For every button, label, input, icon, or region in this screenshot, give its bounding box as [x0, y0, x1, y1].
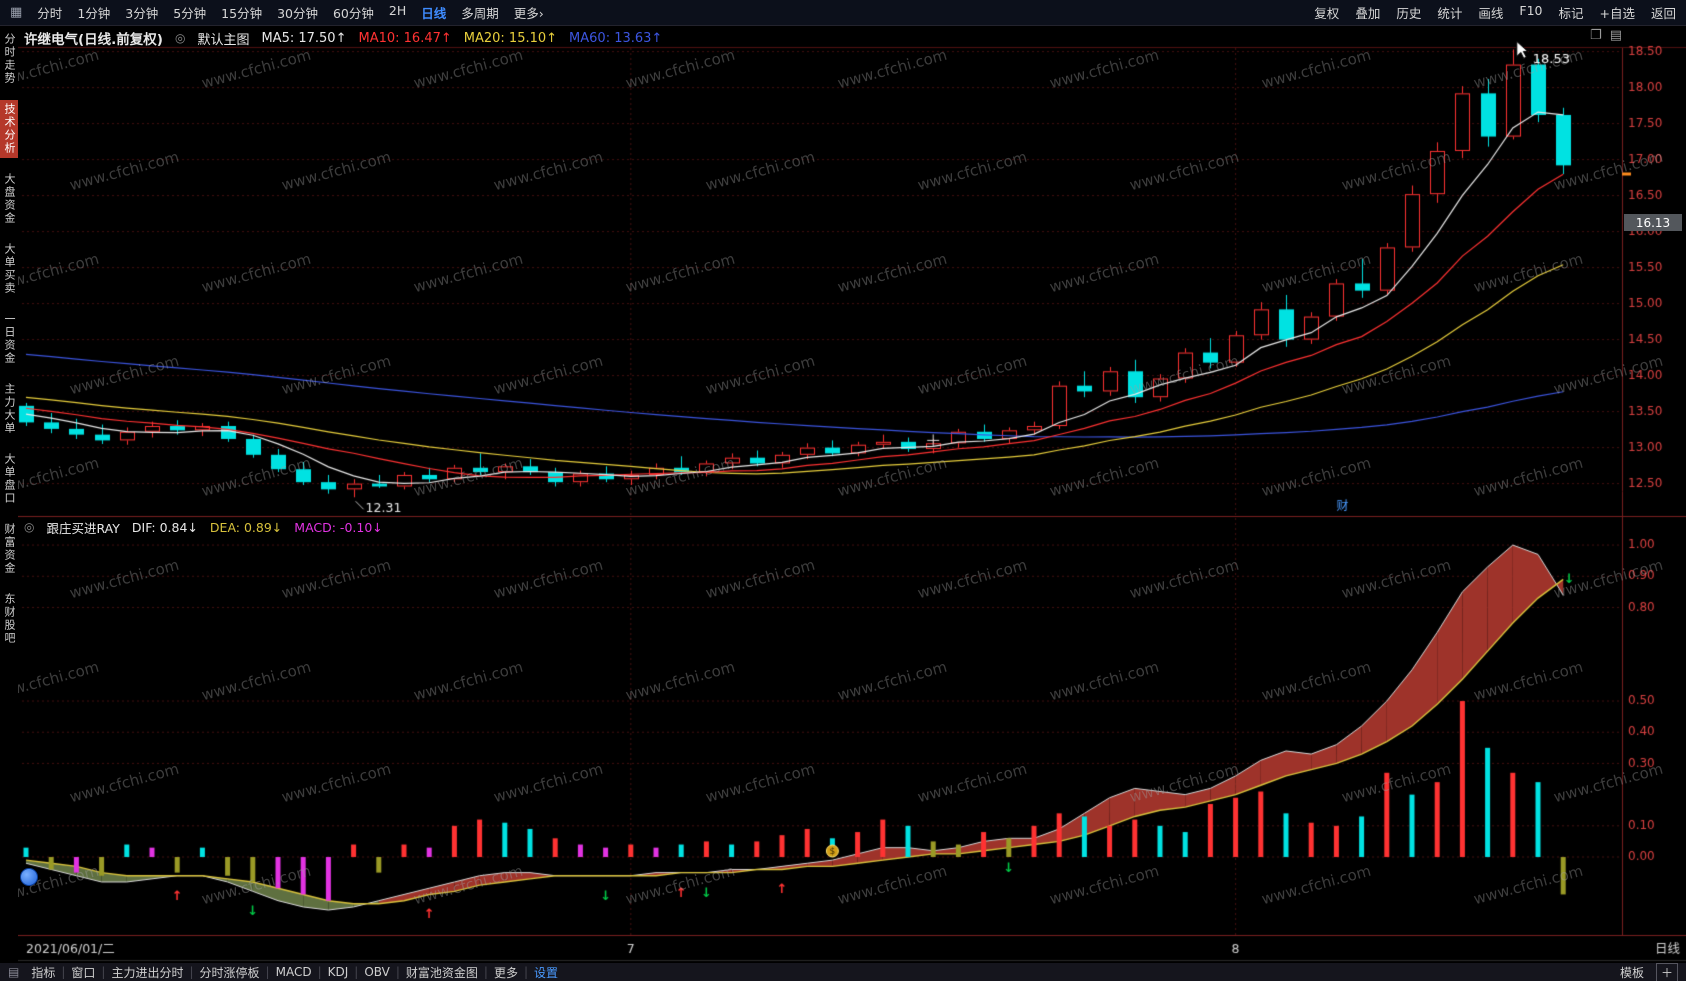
period-tab-分时[interactable]: 分时 — [37, 6, 63, 21]
tool-叠加[interactable]: 叠加 — [1355, 6, 1381, 21]
indicator-value-1: DEA: 0.89↓ — [209, 519, 283, 535]
last-price-badge: 16.13 — [1624, 214, 1682, 231]
bottom-toolbar: ▤ 指标 | 窗口 | 主力进出分时 | 分时涨停板 | MACD | KDJ | OBV | 财富池资金图… — [0, 962, 1686, 981]
separator: | — [523, 965, 529, 979]
bottom-item-分时涨停板[interactable]: 分时涨停板 — [199, 965, 260, 980]
ma-labels: MA5: 17.50↑ MA10: 16.47↑ MA20: 15.10↑ MA60:… — [261, 31, 662, 46]
template-button[interactable]: 模板 — [1619, 965, 1644, 980]
sidebar-item-分时走势[interactable]: 分时走势 — [3, 33, 16, 85]
ma-label-2: MA20: 15.10↑ — [463, 30, 558, 46]
bottom-item-KDJ[interactable]: KDJ — [327, 965, 349, 979]
separator: | — [483, 965, 488, 979]
tool-历史[interactable]: 历史 — [1396, 6, 1422, 21]
sidebar-item-东财股吧[interactable]: 东财股吧 — [3, 593, 16, 645]
tool-返回[interactable]: 返回 — [1650, 6, 1676, 21]
sidebar-item-一日资金[interactable]: 一日资金 — [3, 313, 16, 365]
sub-chart-header: ◎ 跟庄买进RAY DIF: 0.84↓ DEA: 0.89↓ MACD: -0.1… — [24, 518, 383, 536]
ma-label-3: MA60: 13.63↑ — [569, 30, 663, 46]
sidebar-item-大单买卖[interactable]: 大单买卖 — [3, 243, 16, 295]
sidebar-item-财富资金[interactable]: 财富资金 — [3, 523, 16, 575]
indicator-value-2: MACD: -0.10↓ — [294, 519, 383, 535]
chart-region: www.cfchi.com www.cfchi.com www.cfchi.com w… — [18, 26, 1686, 962]
tool-复权[interactable]: 复权 — [1314, 6, 1340, 21]
period-tab-日线[interactable]: 日线 — [421, 6, 447, 21]
bottom-item-指标[interactable]: 指标 — [31, 965, 56, 980]
menu-icon[interactable]: ▦ — [10, 5, 23, 20]
chevron-right-icon: › — [538, 6, 544, 21]
sidebar-item-主力大单[interactable]: 主力大单 — [3, 383, 16, 435]
tool-+自选[interactable]: +自选 — [1599, 6, 1635, 21]
bottom-item-窗口[interactable]: 窗口 — [71, 965, 96, 980]
period-tabs: 分时 1分钟 3分钟 5分钟 15分钟 30分钟 60分钟 2H 日线 多周期 — [37, 3, 498, 22]
chart-header-icons: ❐ ▤ — [1590, 28, 1622, 43]
period-tab-1分钟[interactable]: 1分钟 — [77, 6, 111, 21]
separator: | — [61, 965, 66, 979]
more-periods-button[interactable]: 更多› — [513, 6, 544, 21]
panel-list-icon[interactable]: ▤ — [1609, 28, 1622, 43]
indicator-panel-icon: ▤ — [8, 965, 20, 979]
tool-F10[interactable]: F10 — [1519, 3, 1543, 18]
sidebar-item-技术分析[interactable]: 技术分析 — [0, 100, 18, 158]
bottom-item-设置[interactable]: 设置 — [534, 965, 559, 980]
period-tab-5分钟[interactable]: 5分钟 — [173, 6, 207, 21]
overlay-label[interactable]: 默认主图 — [197, 32, 250, 48]
bottom-item-OBV[interactable]: OBV — [364, 965, 390, 979]
period-tab-3分钟[interactable]: 3分钟 — [125, 6, 159, 21]
separator: | — [101, 965, 106, 979]
period-tab-2H[interactable]: 2H — [388, 3, 407, 18]
chart-canvas[interactable] — [18, 26, 1686, 962]
main-chart-header: 许继电气(日线.前复权) ◎ 默认主图 MA5: 17.50↑ MA10: 16.… — [24, 28, 662, 49]
period-tab-60分钟[interactable]: 60分钟 — [332, 6, 374, 21]
indicator-values: DIF: 0.84↓ DEA: 0.89↓ MACD: -0.10↓ — [132, 520, 383, 535]
overlay-indicator-icon[interactable]: ◎ — [174, 31, 186, 45]
indicator-value-0: DIF: 0.84↓ — [131, 519, 198, 535]
ma-label-1: MA10: 16.47↑ — [358, 30, 452, 46]
symbol-title: 许继电气(日线.前复权) — [24, 32, 163, 48]
separator: | — [395, 965, 400, 979]
bottom-item-MACD[interactable]: MACD — [275, 965, 312, 979]
tool-统计[interactable]: 统计 — [1437, 6, 1463, 21]
assistant-float-icon[interactable] — [20, 868, 38, 886]
period-tab-15分钟[interactable]: 15分钟 — [221, 6, 263, 21]
tool-标记[interactable]: 标记 — [1558, 6, 1584, 21]
sidebar-item-大单盘口[interactable]: 大单盘口 — [3, 453, 16, 505]
bottom-item-更多[interactable]: 更多 — [493, 965, 518, 980]
bottom-item-财富池资金图[interactable]: 财富池资金图 — [405, 965, 478, 980]
add-template-icon[interactable]: ＋ — [1655, 962, 1678, 981]
bottom-item-主力进出分时[interactable]: 主力进出分时 — [111, 965, 184, 980]
sidebar-item-大盘资金[interactable]: 大盘资金 — [3, 173, 16, 225]
separator: | — [189, 965, 194, 979]
period-tab-多周期[interactable]: 多周期 — [461, 6, 499, 21]
ma-label-0: MA5: 17.50↑ — [261, 30, 347, 46]
separator: | — [354, 965, 359, 979]
separator: | — [317, 965, 322, 979]
top-toolbar: ▦ 分时 1分钟 3分钟 5分钟 15分钟 30分钟 60分钟 2H 日线 多周期 更多› 复权叠… — [0, 0, 1686, 26]
period-tab-30分钟[interactable]: 30分钟 — [277, 6, 318, 21]
separator: | — [265, 965, 270, 979]
indicator-settings-icon[interactable]: ◎ — [24, 520, 35, 534]
screenshot-icon[interactable]: ❐ — [1590, 28, 1602, 43]
indicator-name[interactable]: 跟庄买进RAY — [46, 520, 120, 536]
left-sidebar: 分时走势技术分析大盘资金大单买卖一日资金主力大单大单盘口财富资金东财股吧 — [0, 26, 18, 981]
tool-画线[interactable]: 画线 — [1478, 6, 1504, 21]
bottom-toolbar-items: 指标 | 窗口 | 主力进出分时 | 分时涨停板 | MACD | KDJ | OBV | 财富池资金图 | 更… — [25, 964, 564, 981]
topbar-tools: 复权 叠加 历史 统计 画线 F10 标记 +自选 返回 — [1314, 3, 1676, 22]
